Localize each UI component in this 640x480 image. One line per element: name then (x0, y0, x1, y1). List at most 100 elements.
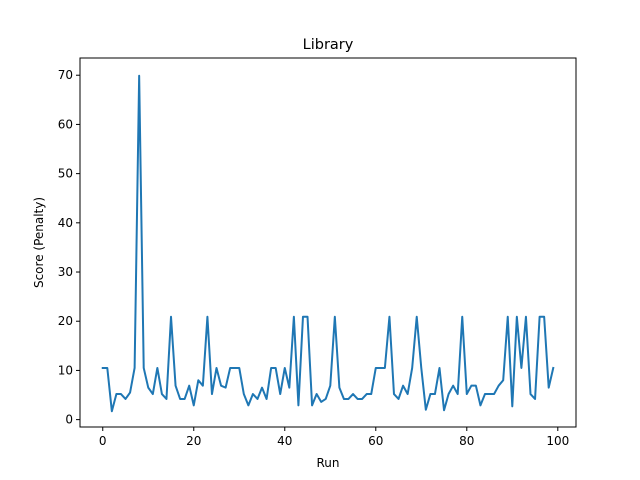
data-point (384, 367, 386, 369)
data-point (543, 316, 545, 318)
data-point (488, 393, 491, 395)
data-point (443, 409, 445, 411)
data-point (498, 385, 500, 387)
data-point (516, 316, 518, 318)
x-tick-label: 20 (186, 434, 201, 448)
y-tick-label: 60 (58, 117, 73, 131)
data-point (343, 398, 345, 400)
data-point (243, 393, 245, 395)
series-layer (101, 74, 555, 413)
data-point (129, 391, 131, 394)
data-point (188, 385, 190, 387)
data-point (407, 393, 409, 395)
data-point (361, 398, 363, 400)
data-point (238, 367, 240, 369)
data-point (275, 367, 277, 369)
data-point (520, 367, 522, 369)
x-tick-label: 80 (459, 434, 474, 448)
data-point (470, 385, 472, 387)
data-point (461, 316, 463, 318)
data-point (161, 393, 163, 395)
plot-frame (79, 57, 577, 428)
y-tick-label: 40 (58, 216, 73, 230)
data-point (356, 398, 359, 400)
data-point (425, 409, 427, 411)
data-point (552, 367, 554, 369)
data-point (134, 367, 136, 369)
data-point (539, 316, 541, 318)
data-point (366, 393, 368, 395)
data-point (548, 387, 550, 389)
data-point (411, 367, 413, 369)
data-point (261, 387, 263, 389)
data-point (193, 404, 195, 406)
data-point (325, 398, 327, 400)
data-point (170, 316, 172, 318)
data-point (316, 393, 318, 395)
data-point (252, 393, 254, 395)
data-point (265, 398, 268, 400)
data-point (165, 398, 168, 400)
data-point (457, 393, 459, 395)
data-point (484, 393, 486, 395)
data-point (416, 316, 418, 318)
data-point (202, 385, 204, 387)
data-point (511, 405, 513, 407)
data-point (279, 393, 281, 395)
data-point (206, 316, 209, 318)
data-point (225, 387, 227, 389)
axis-ticks: 0 20 40 60 80 100 0 10 20 30 40 50 60 70 (58, 68, 570, 448)
data-point (124, 398, 127, 400)
data-point (220, 385, 222, 387)
data-point (311, 404, 313, 406)
y-tick-label: 0 (65, 413, 73, 427)
x-tick-label: 100 (546, 434, 569, 448)
data-point (429, 393, 431, 395)
series-line (101, 74, 555, 413)
data-point (466, 393, 468, 395)
data-point (120, 393, 122, 395)
data-point (507, 316, 509, 318)
data-point (493, 393, 495, 395)
data-point (502, 379, 504, 381)
data-point (229, 367, 231, 369)
data-point (284, 367, 286, 369)
data-point (370, 393, 372, 395)
x-tick-label: 0 (99, 434, 107, 448)
data-point (397, 398, 400, 400)
data-point (256, 398, 259, 400)
data-point (447, 393, 450, 395)
data-point (197, 379, 199, 381)
y-tick-label: 10 (58, 363, 73, 377)
data-point (115, 393, 117, 395)
data-point (375, 367, 377, 369)
data-point (156, 367, 158, 369)
data-point (184, 398, 186, 400)
data-point (138, 75, 140, 77)
y-tick-label: 50 (58, 167, 73, 181)
data-point (211, 393, 213, 395)
data-point (338, 387, 340, 389)
data-point (143, 367, 145, 369)
x-tick-label: 60 (368, 434, 383, 448)
data-point (297, 404, 300, 406)
y-tick-label: 20 (58, 314, 73, 328)
data-point (475, 385, 477, 387)
data-point (152, 393, 154, 395)
data-point (352, 393, 354, 395)
data-point (306, 316, 309, 318)
data-point (438, 367, 441, 369)
data-point (234, 367, 236, 369)
data-point (402, 385, 404, 387)
data-point (215, 367, 218, 369)
data-point (174, 385, 177, 387)
data-point (106, 367, 108, 369)
data-point (147, 387, 149, 389)
y-tick-label: 30 (58, 265, 73, 279)
data-point (479, 404, 482, 406)
data-point (452, 385, 454, 387)
plot-area (80, 58, 576, 427)
data-point (111, 410, 113, 412)
x-tick-label: 40 (277, 434, 292, 448)
